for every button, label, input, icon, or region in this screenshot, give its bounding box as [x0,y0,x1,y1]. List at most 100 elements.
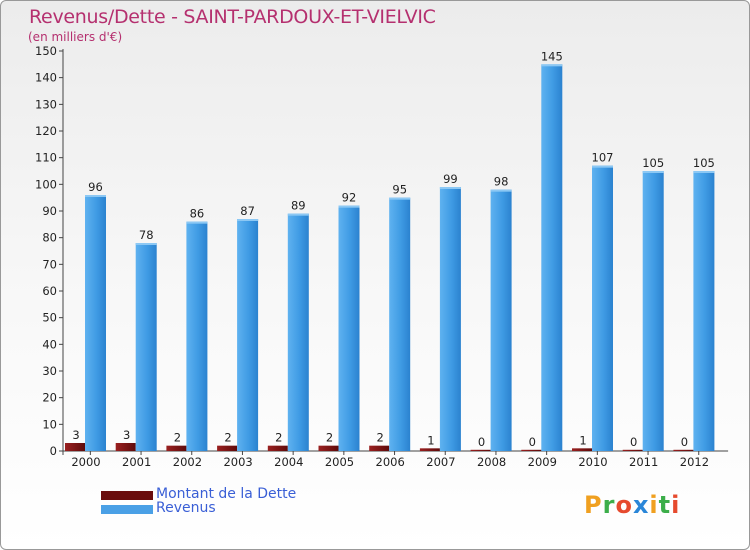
y-tick-label: 130 [35,97,57,111]
x-tick-label: 2010 [578,455,607,469]
chart-labels: 3 96 3 78 2 86 2 87 2 89 2 92 2 95 1 99 0 98 0 145 1 107 0 105 0… [72,49,715,448]
debt-bar [419,448,440,451]
y-tick-label: 140 [35,71,57,85]
debt-value-label: 3 [72,428,79,442]
debt-value-label: 2 [224,431,231,445]
y-tick-label: 110 [35,151,57,165]
legend-label-revenus: Revenus [156,500,216,516]
legend-label-dette: Montant de la Dette [156,486,297,502]
debt-value-label: 0 [630,435,637,449]
revenue-value-label: 78 [139,228,154,242]
y-tick-label: 100 [35,177,57,191]
x-tick-label: 2012 [680,455,709,469]
debt-value-label: 1 [427,433,434,447]
debt-value-label: 0 [529,435,536,449]
revenue-bar [592,165,613,451]
x-tick-label: 2006 [376,455,405,469]
logo-letter: x [632,491,650,519]
revenue-bar [439,187,461,451]
x-tick-label: 2003 [223,455,252,469]
x-tick-label: 2002 [173,455,202,469]
debt-bar [217,445,238,451]
y-tick-label: 30 [42,364,57,378]
y-tick-label: 80 [42,231,57,245]
revenue-bar-cap [541,64,563,67]
revenue-bar [490,189,512,451]
debt-value-label: 3 [123,428,130,442]
revenue-bar [287,213,309,451]
chart-subtitle: (en milliers d'€) [28,30,123,44]
revenue-value-label: 89 [291,199,306,213]
revenue-bar-cap [186,221,208,224]
debt-bar [572,448,592,451]
revenue-value-label: 87 [240,204,255,218]
debt-value-label: 2 [275,431,282,445]
logo-letter: P [584,491,603,519]
debt-value-label: 2 [326,431,333,445]
x-tick-label: 2001 [122,455,151,469]
logo-letter: o [615,491,633,519]
revenue-bar-cap [287,213,309,216]
revenue-value-label: 105 [693,156,715,170]
logo-letter: i [649,491,659,519]
y-tick-label: 90 [42,204,57,218]
debt-value-label: 0 [681,435,688,449]
x-tick-label: 2004 [274,455,303,469]
revenue-value-label: 99 [443,172,458,186]
logo-letter: r [602,491,616,519]
debt-bar [470,449,491,451]
y-tick-label: 20 [42,391,57,405]
chart-title: Revenus/Dette - SAINT-PARDOUX-ET-VIELVIC [29,6,436,28]
revenue-bar-cap [592,165,613,168]
revenue-bar-cap [439,187,461,189]
revenue-value-label: 98 [494,175,509,189]
revenue-value-label: 107 [592,151,614,165]
revenue-value-label: 96 [88,180,103,194]
revenue-bar-cap [490,189,512,192]
y-tick-label: 10 [42,417,57,431]
revenue-value-label: 86 [190,207,205,221]
legend-swatch-revenus [101,505,153,514]
logo-letter: i [671,491,681,519]
debt-bar [622,449,643,451]
debt-bar [267,445,288,451]
debt-bar [673,449,694,451]
debt-bar [369,445,390,451]
logo-letter: t [658,491,672,519]
revenue-bar [693,171,715,451]
x-tick-label: 2011 [629,455,658,469]
revenue-value-label: 95 [392,183,407,197]
revenue-value-label: 145 [541,49,563,63]
y-tick-label: 150 [35,44,57,58]
revenue-bar-cap [135,243,157,245]
revenue-bar [237,219,259,451]
debt-value-label: 1 [579,433,586,447]
y-tick-label: 60 [42,284,57,298]
revenue-value-label: 92 [342,191,357,205]
debt-value-label: 0 [478,435,485,449]
y-tick-label: 40 [42,337,57,351]
revenue-bar [186,221,208,451]
y-tick-label: 0 [50,444,57,458]
x-tick-label: 2005 [325,455,354,469]
legend-swatch-dette [101,491,153,500]
revenue-bar [85,195,106,451]
x-tick-label: 2008 [477,455,506,469]
x-tick-label: 2009 [528,455,557,469]
debt-value-label: 2 [377,431,384,445]
debt-bar [166,445,187,451]
revenue-bar-cap [338,205,360,208]
x-tick-label: 2000 [71,455,100,469]
revenue-bar [642,171,664,451]
debt-bar [318,445,339,451]
revenue-bar [389,197,411,451]
chart-bars [65,64,715,452]
revenue-bar [135,243,157,451]
revenue-bar [338,205,360,451]
x-tick-label: 2007 [426,455,455,469]
proxiti-logo: Proxiti [584,491,680,519]
revenue-bar-cap [85,195,106,197]
y-tick-label: 70 [42,257,57,271]
